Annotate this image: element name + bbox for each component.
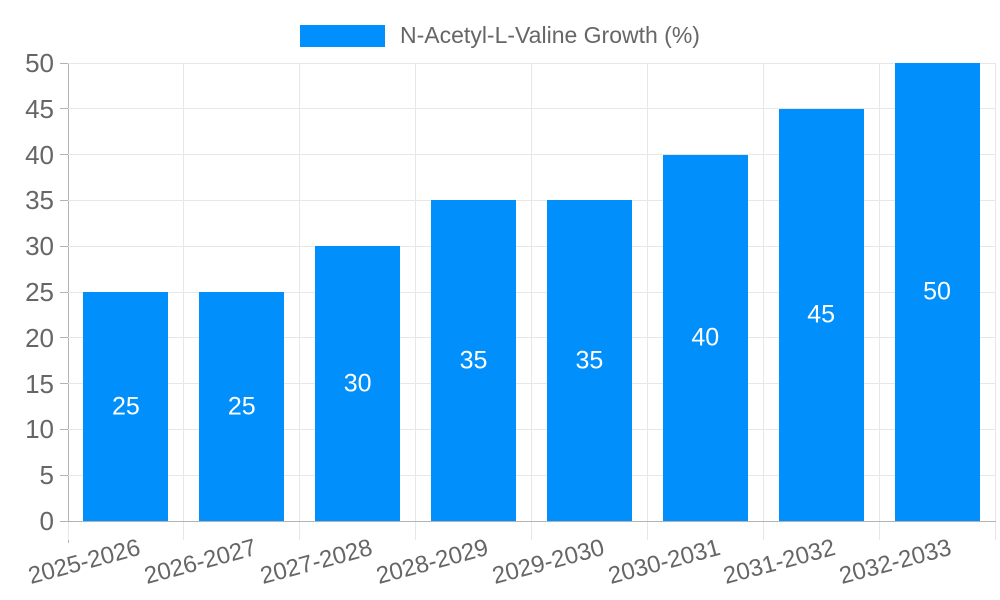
y-axis-tick bbox=[60, 383, 68, 385]
legend-swatch-icon bbox=[300, 24, 386, 47]
y-axis-tick bbox=[60, 291, 68, 293]
x-axis-label: 2030-2031 bbox=[604, 534, 723, 590]
x-axis-label: 2028-2029 bbox=[373, 534, 492, 590]
x-axis-tick bbox=[299, 522, 301, 540]
bar-value-label: 45 bbox=[807, 300, 836, 329]
legend[interactable]: N-Acetyl-L-Valine Growth (%) bbox=[0, 24, 1000, 47]
x-gridline bbox=[994, 63, 996, 521]
bar[interactable]: 25 bbox=[199, 292, 285, 521]
bar-value-label: 25 bbox=[227, 392, 256, 420]
y-axis-tick bbox=[60, 108, 68, 110]
x-axis-tick bbox=[762, 522, 764, 540]
x-gridline bbox=[299, 63, 301, 521]
bar-value-label: 40 bbox=[691, 323, 720, 352]
bar-value-label: 35 bbox=[575, 346, 604, 375]
y-axis-label: 40 bbox=[25, 139, 54, 170]
x-axis-tick bbox=[67, 522, 69, 540]
bar[interactable]: 40 bbox=[662, 154, 748, 521]
y-axis-label: 25 bbox=[25, 277, 54, 307]
y-axis-label: 50 bbox=[25, 48, 54, 78]
y-axis-tick bbox=[60, 245, 68, 247]
x-axis-label: 2032-2033 bbox=[836, 534, 955, 590]
x-axis-tick bbox=[531, 522, 532, 540]
bar[interactable]: 30 bbox=[315, 246, 401, 521]
y-axis-label: 5 bbox=[39, 460, 54, 491]
x-gridline bbox=[415, 63, 417, 521]
x-gridline bbox=[762, 63, 764, 521]
y-axis-label: 45 bbox=[25, 93, 54, 124]
y-axis-label: 35 bbox=[25, 185, 54, 216]
y-axis-line bbox=[68, 63, 69, 543]
y-axis-tick bbox=[60, 474, 68, 476]
x-axis-tick bbox=[415, 522, 417, 540]
plot-area: 25 25 30 35 35 40 45 50 bbox=[68, 62, 996, 521]
x-axis-label: 2031-2032 bbox=[720, 534, 839, 590]
bar[interactable]: 25 bbox=[83, 292, 169, 521]
y-axis-tick bbox=[60, 337, 68, 339]
bar[interactable]: 50 bbox=[894, 63, 980, 521]
bar[interactable]: 45 bbox=[778, 108, 864, 521]
x-gridline bbox=[531, 63, 532, 521]
y-axis-tick bbox=[60, 199, 68, 201]
x-axis-tick bbox=[646, 522, 648, 540]
y-axis-label: 0 bbox=[39, 506, 54, 536]
x-gridline bbox=[878, 63, 880, 521]
x-axis-label: 2025-2026 bbox=[25, 534, 144, 590]
x-gridline bbox=[646, 63, 648, 521]
y-axis-label: 30 bbox=[25, 231, 54, 262]
bar-value-label: 35 bbox=[459, 346, 488, 375]
bar[interactable]: 35 bbox=[431, 200, 517, 521]
legend-label: N-Acetyl-L-Valine Growth (%) bbox=[400, 22, 700, 48]
bar[interactable]: 35 bbox=[546, 200, 632, 521]
y-axis-tick bbox=[60, 520, 68, 522]
y-axis-tick bbox=[60, 62, 68, 64]
x-gridline bbox=[183, 63, 185, 521]
x-axis-tick bbox=[994, 522, 996, 540]
y-axis-tick bbox=[60, 428, 68, 430]
bar-value-label: 25 bbox=[112, 392, 140, 420]
x-axis-label: 2029-2030 bbox=[489, 534, 607, 590]
bar-value-label: 30 bbox=[343, 369, 372, 398]
x-axis-tick bbox=[183, 522, 185, 540]
y-axis-label: 10 bbox=[25, 414, 54, 445]
x-axis-label: 2027-2028 bbox=[257, 534, 376, 590]
y-axis-label: 20 bbox=[25, 322, 54, 353]
bar-value-label: 50 bbox=[923, 277, 951, 306]
x-axis-label: 2026-2027 bbox=[141, 534, 260, 590]
y-axis-tick bbox=[60, 154, 68, 156]
y-axis-label: 15 bbox=[25, 368, 54, 399]
x-axis-line bbox=[68, 521, 996, 522]
x-axis-tick bbox=[878, 522, 880, 540]
